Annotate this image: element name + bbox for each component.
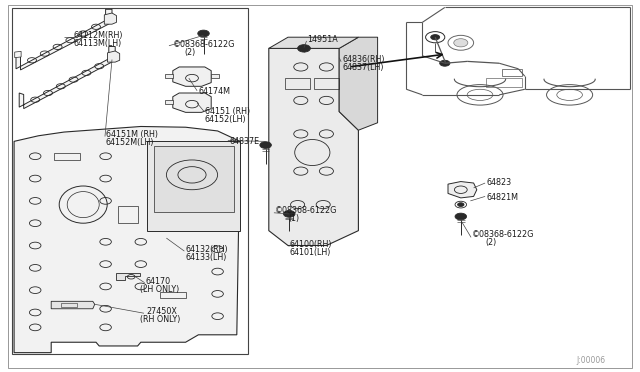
Text: 14951A: 14951A (307, 35, 338, 44)
Text: (2): (2) (184, 48, 196, 57)
Bar (12, 8, 248, 354)
Text: ©08368-6122G: ©08368-6122G (173, 40, 235, 49)
Ellipse shape (454, 39, 468, 47)
Bar (486, 78, 522, 87)
Text: (LH ONLY): (LH ONLY) (140, 285, 179, 294)
Circle shape (458, 203, 464, 206)
Bar (118, 206, 138, 223)
Polygon shape (339, 37, 378, 130)
Text: 64152M(LH): 64152M(LH) (106, 138, 154, 147)
Text: 64174M: 64174M (198, 87, 230, 96)
Circle shape (440, 60, 450, 66)
Text: (1): (1) (288, 214, 299, 223)
Circle shape (455, 213, 467, 220)
Polygon shape (108, 51, 120, 62)
Polygon shape (15, 51, 21, 58)
Text: 64170: 64170 (146, 277, 171, 286)
Text: 64823: 64823 (486, 178, 511, 187)
Polygon shape (104, 13, 116, 24)
Polygon shape (14, 126, 240, 353)
Bar (54, 153, 80, 160)
Circle shape (431, 35, 440, 40)
Text: ©08368-6122G: ©08368-6122G (472, 230, 534, 239)
Polygon shape (173, 67, 211, 86)
Circle shape (284, 211, 295, 217)
Text: 64837E: 64837E (229, 137, 259, 146)
Bar (285, 78, 310, 89)
Text: 64112M(RH): 64112M(RH) (74, 31, 123, 40)
Bar (160, 292, 186, 298)
Text: 27450X: 27450X (146, 307, 177, 316)
Text: 64151 (RH): 64151 (RH) (205, 107, 250, 116)
Bar (314, 78, 339, 89)
Polygon shape (16, 9, 112, 70)
Text: (RH ONLY): (RH ONLY) (140, 315, 180, 324)
Text: 64821M: 64821M (486, 193, 518, 202)
Polygon shape (269, 37, 358, 48)
Polygon shape (154, 146, 234, 212)
Circle shape (198, 30, 209, 37)
Polygon shape (448, 182, 477, 198)
Polygon shape (165, 100, 173, 104)
Polygon shape (165, 74, 173, 78)
Text: 64133(LH): 64133(LH) (186, 253, 227, 262)
Text: 64836(RH): 64836(RH) (342, 55, 385, 64)
Text: ©08368-6122G: ©08368-6122G (275, 206, 337, 215)
Bar (61, 303, 77, 307)
Polygon shape (269, 48, 358, 246)
Text: 64113M(LH): 64113M(LH) (74, 39, 122, 48)
Text: 64101(LH): 64101(LH) (290, 248, 332, 257)
Text: (2): (2) (485, 238, 497, 247)
Text: 64152(LH): 64152(LH) (205, 115, 246, 124)
Polygon shape (116, 273, 140, 280)
Circle shape (298, 45, 310, 52)
Text: 64151M (RH): 64151M (RH) (106, 130, 157, 139)
Text: 64132(RH): 64132(RH) (186, 245, 228, 254)
Polygon shape (173, 93, 211, 112)
Polygon shape (51, 301, 95, 309)
Text: 64837(LH): 64837(LH) (342, 63, 384, 72)
Text: 64100(RH): 64100(RH) (290, 240, 332, 249)
Polygon shape (211, 74, 219, 78)
Polygon shape (147, 141, 240, 231)
Polygon shape (19, 46, 115, 109)
Bar (502, 69, 522, 76)
Circle shape (260, 142, 271, 148)
Text: J:00006: J:00006 (576, 356, 605, 365)
